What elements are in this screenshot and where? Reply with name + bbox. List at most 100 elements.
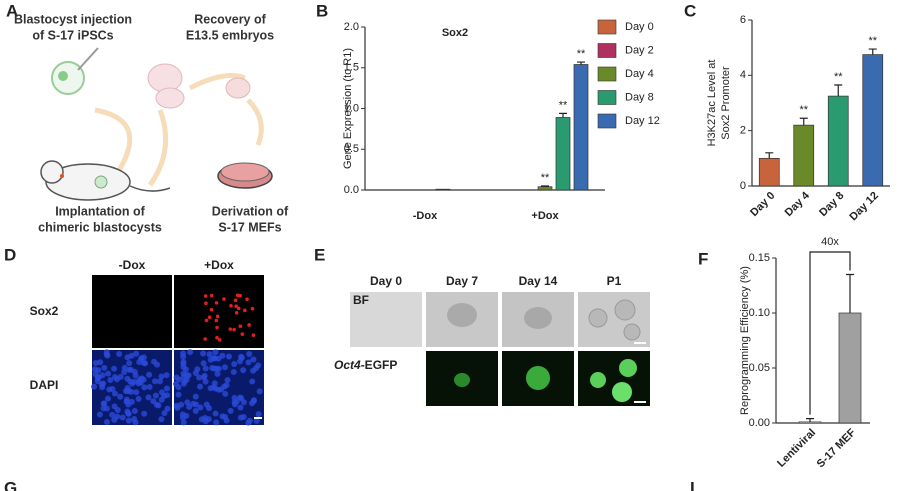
bar — [573, 64, 589, 191]
sox2-cell — [247, 323, 251, 327]
nucleus — [129, 380, 136, 387]
nucleus — [180, 419, 187, 426]
nucleus — [225, 353, 232, 360]
y-tick-label: 0.0 — [344, 184, 359, 196]
column-label: Day 7 — [446, 274, 478, 288]
x-tick-label: +Dox — [531, 210, 559, 222]
sox2-cell — [240, 332, 245, 336]
nucleus — [175, 384, 182, 391]
needle — [77, 47, 99, 71]
gfp — [619, 359, 637, 377]
y-tick-label: 0 — [740, 180, 746, 192]
sox2-cell — [233, 298, 238, 303]
colony — [524, 307, 552, 329]
chart-title: Sox2 — [442, 27, 468, 39]
nucleus — [214, 370, 221, 377]
nucleus — [145, 394, 152, 401]
legend-label: Day 0 — [625, 21, 654, 33]
column-label: -Dox — [119, 258, 146, 272]
y-axis-label: H3K27ac Level at — [706, 60, 718, 147]
nucleus — [103, 349, 110, 356]
nucleus — [131, 415, 138, 422]
nucleus — [123, 398, 130, 405]
nucleus — [237, 404, 244, 411]
nucleus — [97, 359, 104, 366]
nucleus — [230, 368, 237, 375]
nucleus — [240, 367, 247, 374]
row-label: DAPI — [30, 378, 59, 392]
nucleus — [200, 350, 207, 357]
error-bar — [541, 185, 549, 187]
nucleus — [250, 398, 257, 405]
sox2-cell — [222, 297, 226, 301]
nucleus — [141, 384, 148, 391]
nucleus — [212, 385, 219, 392]
image — [92, 275, 172, 348]
bar — [435, 188, 451, 191]
nucleus — [253, 417, 260, 424]
significance: ** — [799, 104, 808, 116]
panel-label: I — [690, 478, 695, 491]
diagram-text: Implantation of — [55, 204, 145, 218]
sox2-cell — [238, 293, 243, 298]
nucleus — [146, 371, 153, 378]
nucleus — [187, 349, 194, 356]
row-label: Sox2 — [30, 304, 59, 318]
nucleus — [161, 410, 168, 417]
gfp — [454, 373, 470, 387]
nucleus — [221, 364, 228, 371]
panel-label: A — [6, 1, 18, 20]
nucleus — [158, 373, 165, 380]
nucleus — [163, 372, 170, 379]
y-tick-label: 0.05 — [749, 362, 770, 374]
column-label: +Dox — [204, 258, 234, 272]
legend-label: Day 2 — [625, 44, 654, 56]
diagram-text: chimeric blastocysts — [38, 220, 162, 234]
nucleus — [200, 360, 207, 367]
diagram-text: of S-17 iPSCs — [32, 28, 113, 42]
nucleus — [137, 379, 144, 386]
nucleus — [152, 392, 159, 399]
embryo — [155, 87, 185, 109]
nucleus — [151, 378, 158, 385]
legend-swatch — [597, 19, 617, 35]
sox2-cell — [229, 303, 233, 308]
nucleus — [111, 365, 118, 372]
sox2-cell — [207, 315, 212, 320]
nucleus — [215, 355, 222, 362]
y-axis-label: Gene Expression (to R1) — [342, 48, 354, 169]
x-tick-label: S-17 MEF — [815, 426, 859, 470]
nucleus — [154, 361, 161, 368]
gfp — [526, 366, 550, 390]
sox2-cell — [251, 333, 256, 338]
nucleus — [198, 416, 205, 423]
nucleus — [96, 411, 103, 418]
sox2-cell — [234, 311, 239, 315]
nucleus — [125, 410, 132, 417]
sox2-cell — [214, 318, 219, 323]
arrow — [147, 109, 169, 187]
colony — [447, 303, 477, 327]
sox2-cell — [238, 324, 243, 329]
nucleus — [126, 366, 133, 373]
nucleus — [180, 380, 187, 387]
nucleus — [202, 365, 209, 372]
nucleus — [114, 407, 121, 414]
nucleus — [125, 417, 132, 424]
nucleus — [107, 376, 114, 383]
gfp — [590, 372, 606, 388]
panel-label: B — [316, 1, 328, 20]
tail — [129, 185, 171, 192]
nucleus — [246, 351, 253, 358]
diagram-text: Recovery of — [194, 12, 266, 26]
legend-swatch — [597, 90, 617, 105]
sox2-cell — [234, 304, 238, 308]
nucleus — [112, 390, 119, 397]
nucleus — [101, 364, 108, 371]
nucleus — [207, 385, 214, 392]
nucleus — [174, 404, 181, 411]
nucleus — [196, 374, 203, 381]
x-tick-label: Day 8 — [817, 190, 846, 219]
sox2-cell — [236, 306, 241, 311]
